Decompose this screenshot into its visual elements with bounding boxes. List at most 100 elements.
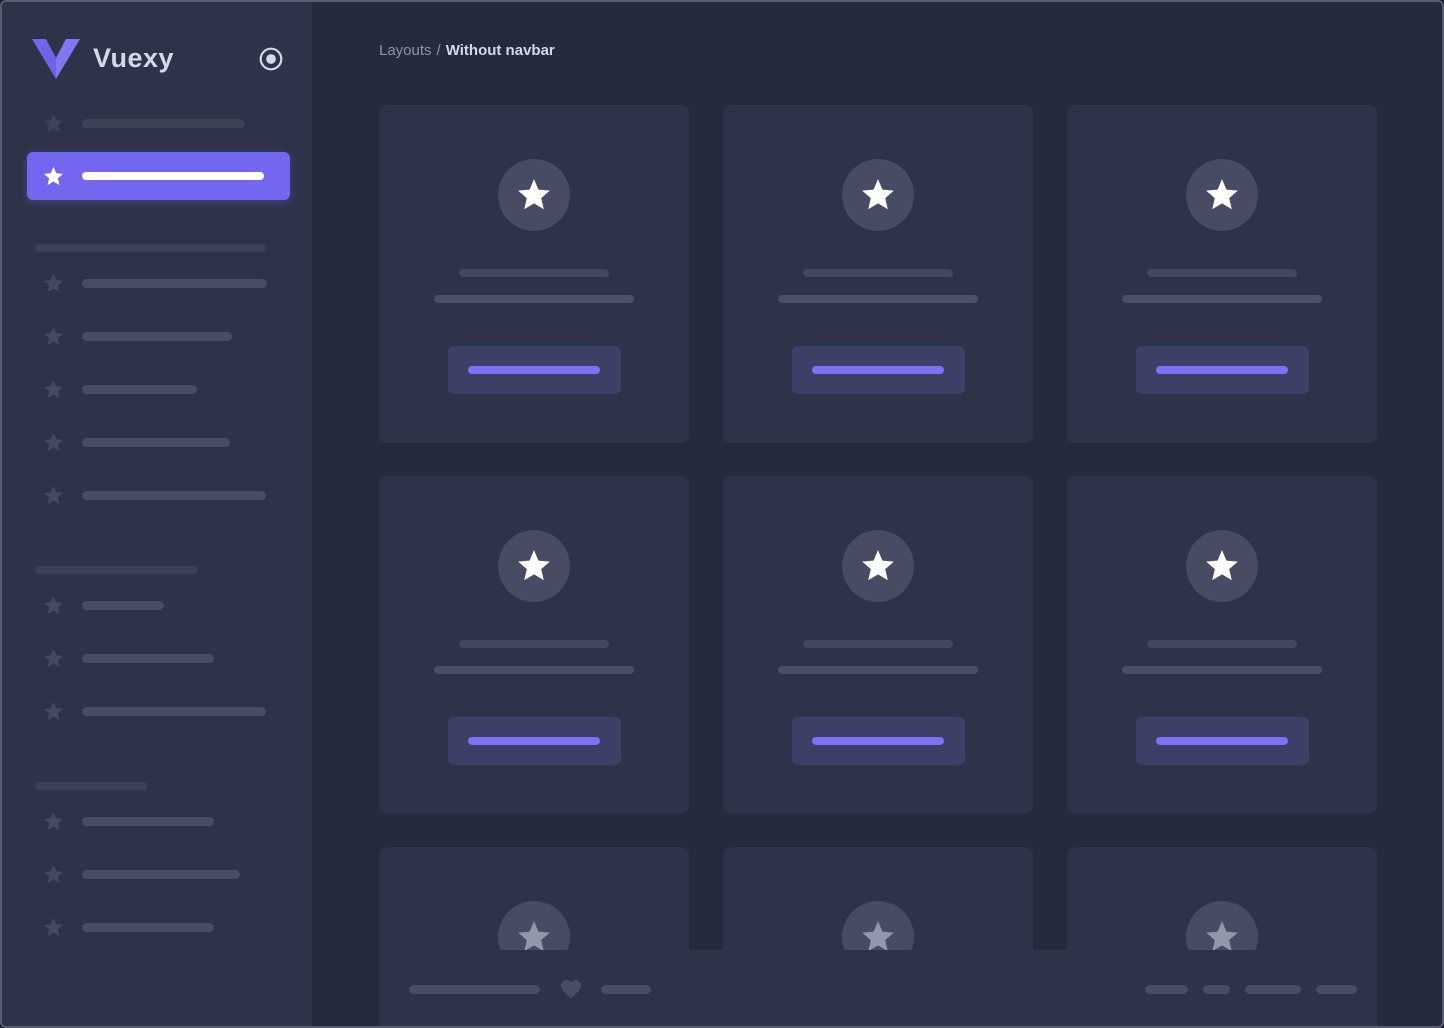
- star-icon: [43, 811, 64, 831]
- avatar-circle: [498, 530, 570, 602]
- card-subtitle-skeleton: [1122, 666, 1322, 674]
- sidebar-item[interactable]: [2, 257, 312, 310]
- card-subtitle-skeleton: [1122, 295, 1322, 303]
- breadcrumb-section[interactable]: Layouts: [379, 42, 432, 59]
- breadcrumb-current-page: Without navbar: [445, 42, 555, 59]
- menu-label-skeleton: [82, 385, 197, 394]
- sidebar-item[interactable]: [2, 469, 312, 522]
- star-icon: [43, 166, 64, 185]
- menu-label-skeleton: [82, 491, 266, 500]
- menu-label-skeleton: [82, 817, 214, 826]
- footer-text-skeleton: [1316, 984, 1357, 994]
- sidebar-item[interactable]: [2, 685, 312, 738]
- star-icon: [518, 921, 550, 952]
- footer-bar: [379, 950, 1377, 1026]
- button-label-skeleton: [1156, 737, 1288, 745]
- card-action-button[interactable]: [791, 717, 965, 765]
- card-title-skeleton: [1147, 640, 1297, 648]
- card-action-button[interactable]: [1135, 346, 1309, 394]
- button-label-skeleton: [468, 366, 600, 374]
- star-icon: [1206, 179, 1238, 210]
- avatar-circle: [842, 159, 914, 231]
- star-icon: [862, 921, 894, 952]
- sidebar-section-header-skeleton: [35, 566, 198, 574]
- sidebar-item[interactable]: [2, 416, 312, 469]
- card-subtitle-skeleton: [778, 295, 978, 303]
- card-grid: [379, 105, 1377, 1026]
- menu-label-skeleton: [82, 279, 267, 288]
- card-title-skeleton: [459, 269, 609, 277]
- sidebar-item[interactable]: [2, 848, 312, 901]
- sidebar-pin-toggle-icon[interactable]: [258, 46, 284, 72]
- footer-text-skeleton: [409, 984, 540, 994]
- card-title-skeleton: [1147, 269, 1297, 277]
- star-icon: [43, 595, 64, 615]
- menu-label-skeleton: [82, 332, 232, 341]
- app-title[interactable]: Vuexy: [93, 43, 175, 73]
- sidebar-item-active[interactable]: [27, 152, 290, 200]
- menu-label-skeleton: [82, 923, 214, 932]
- breadcrumb: Layouts / Without navbar: [379, 42, 1442, 59]
- star-icon: [862, 179, 894, 210]
- card-action-button[interactable]: [447, 717, 621, 765]
- star-icon: [1206, 550, 1238, 581]
- avatar-circle: [1186, 530, 1258, 602]
- sidebar-item[interactable]: [2, 97, 312, 150]
- card-title-skeleton: [803, 269, 953, 277]
- star-icon: [518, 179, 550, 210]
- card-title-skeleton: [803, 640, 953, 648]
- sidebar-item[interactable]: [2, 632, 312, 685]
- button-label-skeleton: [468, 737, 600, 745]
- footer-text-skeleton: [1245, 984, 1301, 994]
- sidebar-item[interactable]: [2, 310, 312, 363]
- menu-label-skeleton: [82, 654, 214, 663]
- demo-card: [723, 476, 1033, 814]
- card-action-button[interactable]: [791, 346, 965, 394]
- button-label-skeleton: [812, 737, 944, 745]
- star-icon: [43, 701, 64, 721]
- star-icon: [43, 917, 64, 937]
- avatar-circle: [498, 159, 570, 231]
- star-icon: [43, 864, 64, 884]
- footer-links-group: [1145, 984, 1357, 994]
- star-icon: [43, 273, 64, 293]
- menu-label-skeleton: [82, 172, 264, 180]
- sidebar-item[interactable]: [2, 795, 312, 848]
- star-icon: [1206, 921, 1238, 952]
- menu-label-skeleton: [82, 438, 230, 447]
- star-icon: [43, 432, 64, 452]
- star-icon: [43, 326, 64, 346]
- demo-card: [1067, 476, 1377, 814]
- demo-card: [379, 105, 689, 443]
- avatar-circle: [1186, 159, 1258, 231]
- star-icon: [43, 485, 64, 505]
- star-icon: [518, 550, 550, 581]
- demo-card: [1067, 105, 1377, 443]
- button-label-skeleton: [812, 366, 944, 374]
- sidebar-section-header-skeleton: [35, 782, 147, 790]
- footer-text-skeleton: [1203, 984, 1230, 994]
- sidebar-item[interactable]: [2, 579, 312, 632]
- button-label-skeleton: [1156, 366, 1288, 374]
- card-subtitle-skeleton: [778, 666, 978, 674]
- card-title-skeleton: [459, 640, 609, 648]
- card-action-button[interactable]: [1135, 717, 1309, 765]
- menu-label-skeleton: [82, 119, 245, 128]
- sidebar-item[interactable]: [2, 901, 312, 954]
- vuexy-logo-icon[interactable]: [32, 38, 80, 79]
- footer-text-skeleton: [601, 984, 651, 994]
- card-action-button[interactable]: [447, 346, 621, 394]
- star-icon: [43, 648, 64, 668]
- breadcrumb-separator: /: [436, 42, 441, 59]
- sidebar-item[interactable]: [2, 363, 312, 416]
- star-icon: [43, 379, 64, 399]
- avatar-circle: [842, 530, 914, 602]
- star-icon: [862, 550, 894, 581]
- star-icon: [43, 113, 64, 133]
- demo-card: [379, 476, 689, 814]
- card-subtitle-skeleton: [434, 666, 634, 674]
- footer-text-skeleton: [1145, 984, 1188, 994]
- demo-card: [723, 105, 1033, 443]
- menu-label-skeleton: [82, 707, 266, 716]
